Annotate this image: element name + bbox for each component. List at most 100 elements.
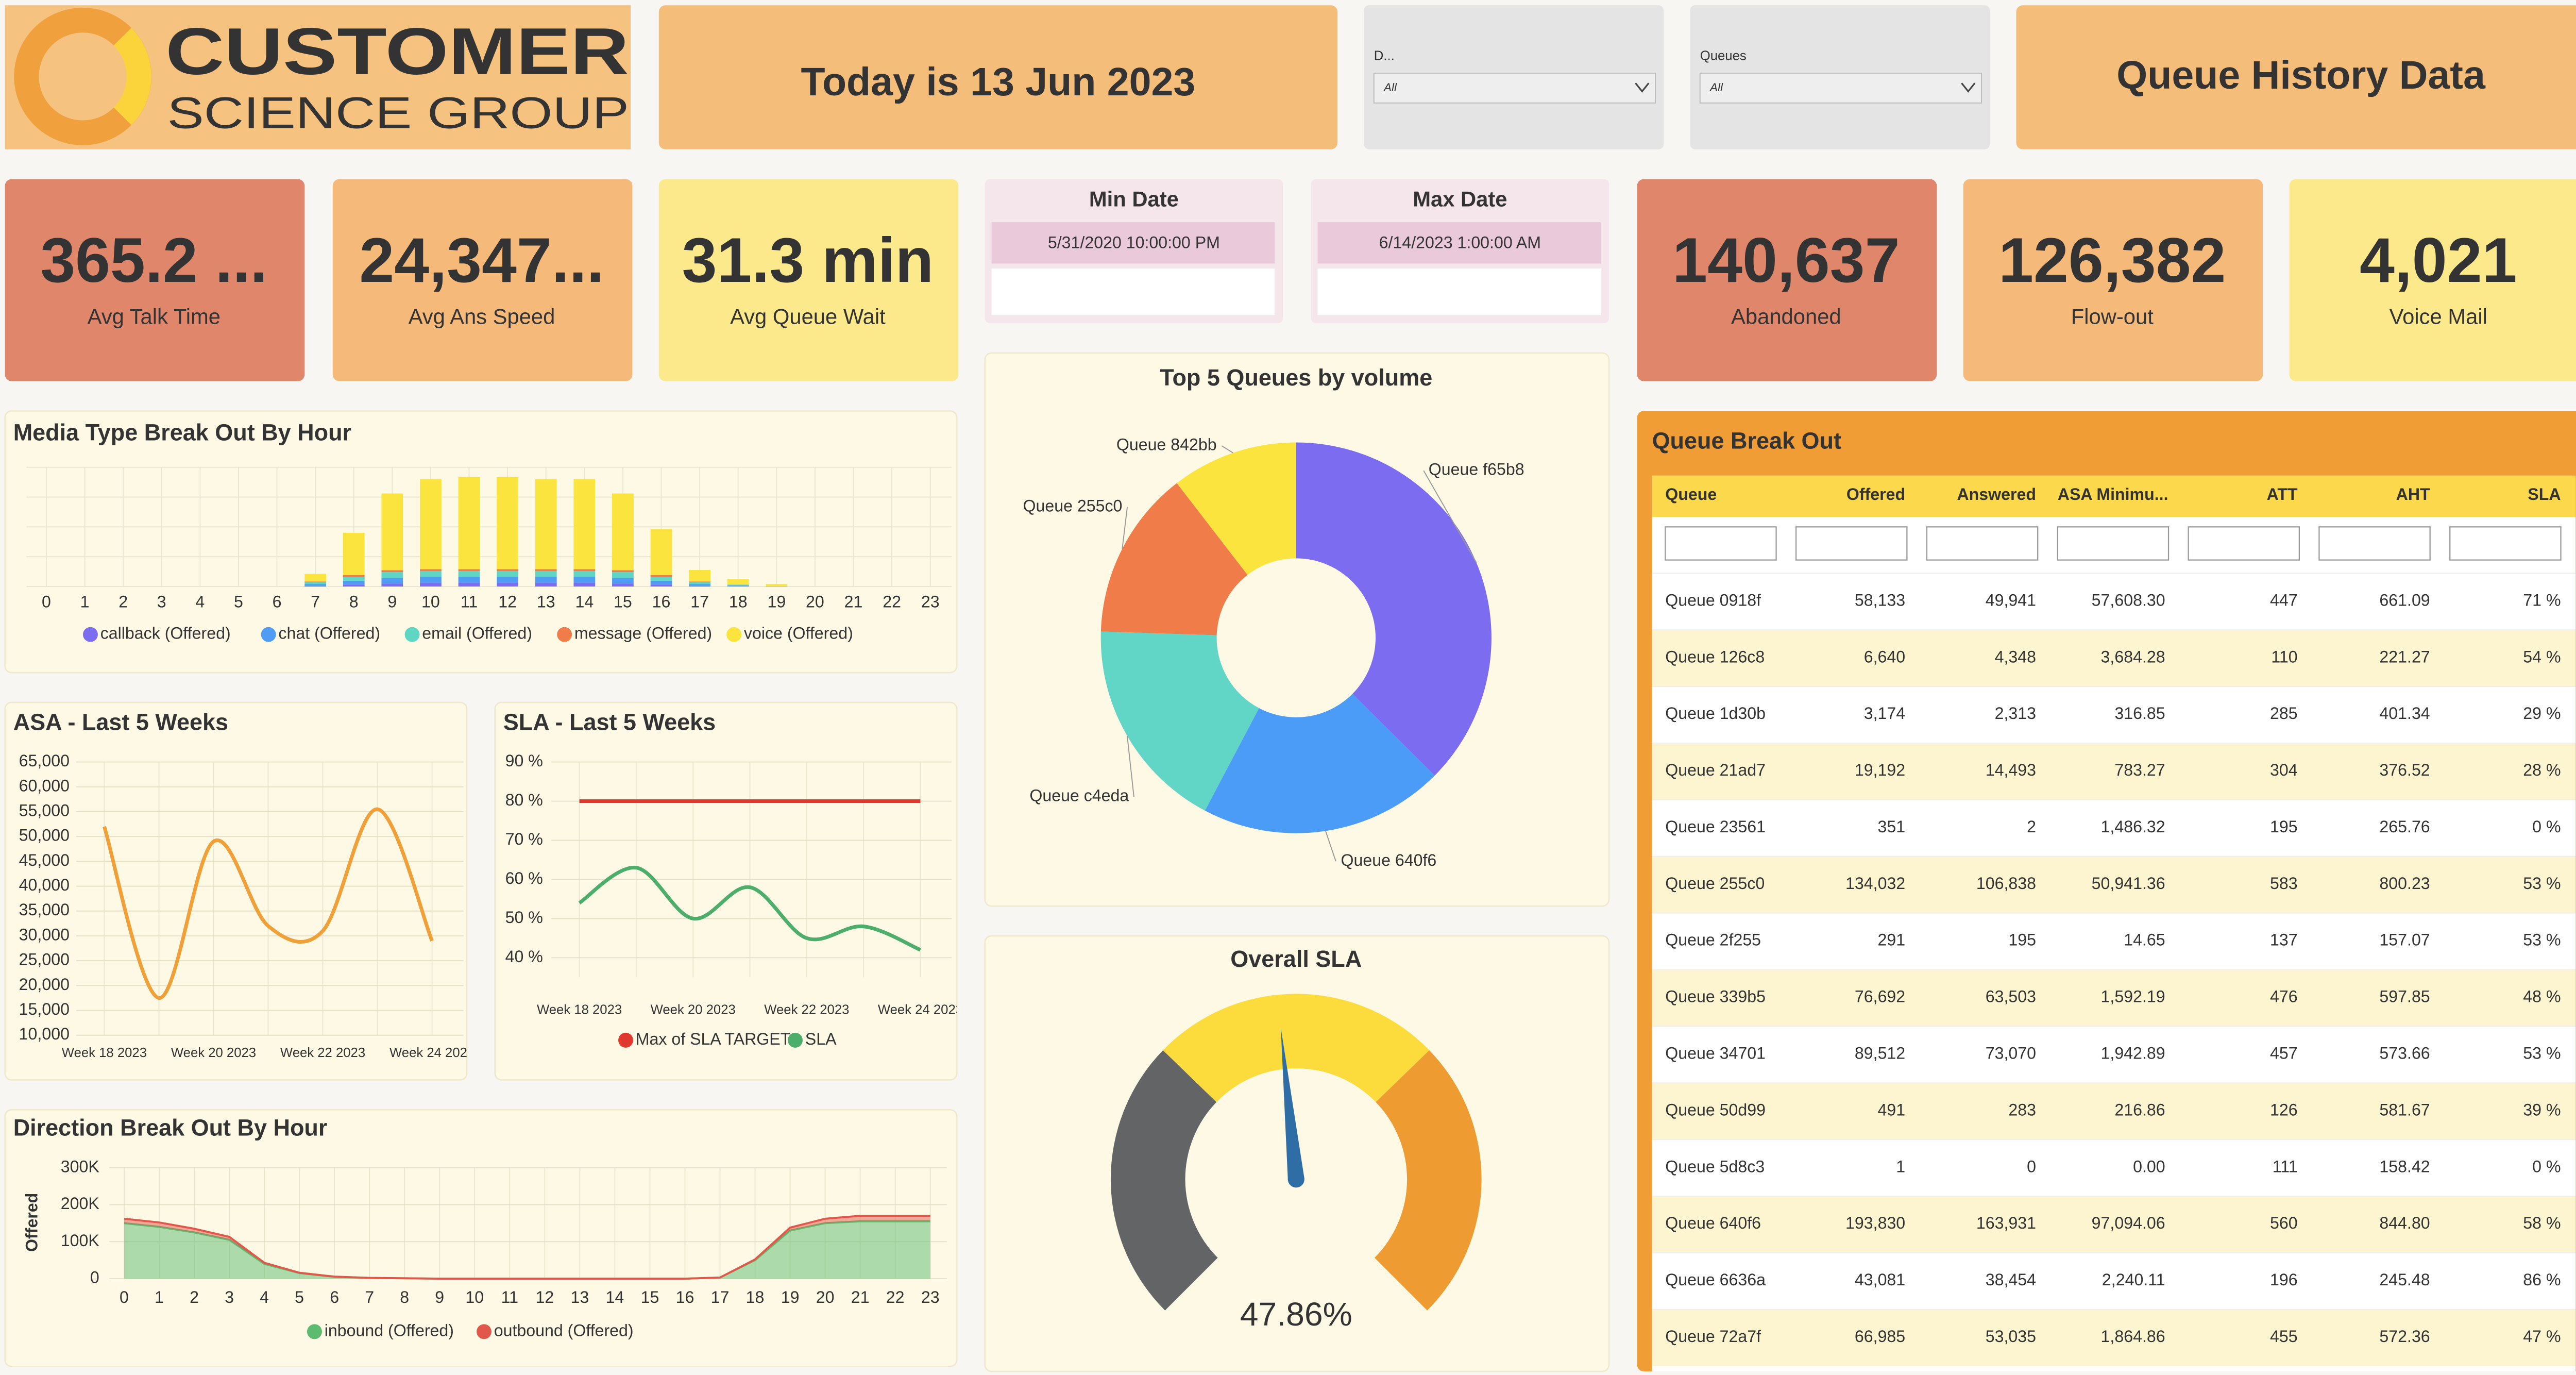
table-cell: 661.09 (2379, 591, 2430, 609)
kpi-label: Avg Talk Time (88, 305, 221, 329)
table-cell: 158.42 (2379, 1157, 2430, 1176)
x-tick-label: 1 (155, 1288, 164, 1306)
date-value-box (1317, 222, 1601, 264)
y-tick-label: 15,000 (19, 1000, 70, 1018)
x-tick-label: 9 (435, 1288, 444, 1306)
legend-label: inbound (Offered) (325, 1321, 454, 1339)
today-box (658, 5, 1338, 149)
area-series (124, 1221, 930, 1279)
x-tick-label: 8 (349, 593, 359, 611)
y-tick-label: 0 (90, 1268, 99, 1287)
bar (304, 574, 327, 582)
table-cell: 285 (2270, 704, 2298, 723)
x-tick-label: 13 (537, 593, 555, 611)
x-tick-label: Week 20 2023 (171, 1046, 256, 1060)
y-axis-label: Offered (23, 1193, 41, 1252)
x-tick-label: 15 (614, 593, 632, 611)
table-cell: 53 % (2523, 1044, 2561, 1062)
column-filter[interactable] (1795, 526, 1908, 561)
table-cell: Queue 2f255 (1665, 931, 1761, 949)
x-tick-label: 7 (365, 1288, 374, 1306)
x-tick-label: Week 18 2023 (62, 1046, 147, 1060)
table-cell: 86 % (2523, 1270, 2561, 1289)
x-tick-label: 8 (400, 1288, 409, 1306)
bar (381, 572, 403, 578)
table-cell: 57,608.30 (2092, 591, 2165, 609)
x-tick-label: 21 (844, 593, 863, 611)
table-row (1652, 1309, 2576, 1366)
bar (727, 585, 749, 587)
table-cell: 783.27 (2114, 761, 2165, 779)
date-value-box (991, 222, 1275, 264)
bar (650, 584, 672, 587)
kpi-card (1963, 179, 2263, 381)
table-cell: Queue 126c8 (1665, 647, 1765, 666)
table-cell: 0 % (2532, 817, 2561, 836)
legend-swatch (557, 627, 572, 642)
column-filter[interactable] (2449, 526, 2562, 561)
table-cell: 71 % (2523, 591, 2561, 609)
table-row (1652, 1026, 2576, 1083)
table-cell: 573.66 (2379, 1044, 2430, 1062)
table-row (1652, 743, 2576, 800)
table-cell: 193,830 (1845, 1214, 1905, 1232)
x-tick-label: 20 (816, 1288, 835, 1306)
panel (4, 701, 468, 1081)
donut-slice (1205, 694, 1435, 833)
kpi-label: Abandoned (1731, 305, 1841, 329)
bar (689, 570, 711, 582)
bar (458, 577, 480, 583)
bar (343, 580, 365, 585)
column-filter[interactable] (2318, 526, 2431, 561)
table-cell: 53 % (2523, 874, 2561, 893)
kpi-card (658, 179, 959, 381)
bar (650, 577, 672, 581)
table-cell: 110 (2271, 647, 2297, 666)
column-header: SLA (2528, 485, 2561, 504)
panel (984, 352, 1610, 907)
kpi-value: 140,637 (1672, 225, 1900, 295)
bar (304, 582, 327, 584)
filter-dropdown[interactable] (1373, 73, 1656, 104)
date-value: 6/14/2023 1:00:00 AM (1379, 233, 1541, 251)
leader-line (1127, 735, 1134, 797)
panel (4, 410, 958, 674)
bar (573, 582, 596, 587)
kpi-value: 24,347... (359, 225, 604, 295)
x-tick-label: 17 (690, 593, 709, 611)
table-cell: 221.27 (2379, 647, 2430, 666)
bar (497, 477, 519, 569)
filter-value: All (1709, 81, 1723, 94)
x-tick-label: 17 (711, 1288, 730, 1306)
y-tick-label: 300K (61, 1157, 100, 1176)
kpi-card (5, 179, 305, 381)
x-tick-label: 0 (42, 593, 51, 611)
column-filter[interactable] (1926, 526, 2039, 561)
bar (420, 582, 442, 587)
table-cell: 1,942.89 (2101, 1044, 2165, 1062)
leader-line (1423, 470, 1477, 563)
table-cell: 3,174 (1864, 704, 1905, 723)
column-filter[interactable] (2188, 526, 2300, 561)
column-header: Answered (1957, 485, 2036, 504)
column-filter[interactable] (1665, 526, 1777, 561)
table-cell: Queue 23561 (1665, 817, 1766, 836)
table-cell: 29 % (2523, 704, 2561, 723)
table-cell: 111 (2273, 1157, 2298, 1176)
table-cell: 53 % (2523, 931, 2561, 949)
bar (343, 532, 365, 575)
bar (381, 578, 403, 584)
gauge-needle-base (1287, 1171, 1304, 1188)
table-cell: 47 % (2523, 1327, 2561, 1346)
table-cell: 137 (2270, 931, 2298, 949)
page-title: Queue History Data (2116, 53, 2486, 97)
y-tick-label: 60 % (505, 869, 543, 887)
x-tick-label: 22 (886, 1288, 905, 1306)
legend-label: email (Offered) (422, 624, 532, 643)
table-cell: 163,931 (1976, 1214, 2036, 1232)
bar (420, 577, 442, 583)
column-filter[interactable] (2057, 526, 2170, 561)
table-row (1652, 799, 2576, 857)
filter-dropdown[interactable] (1699, 73, 1982, 104)
